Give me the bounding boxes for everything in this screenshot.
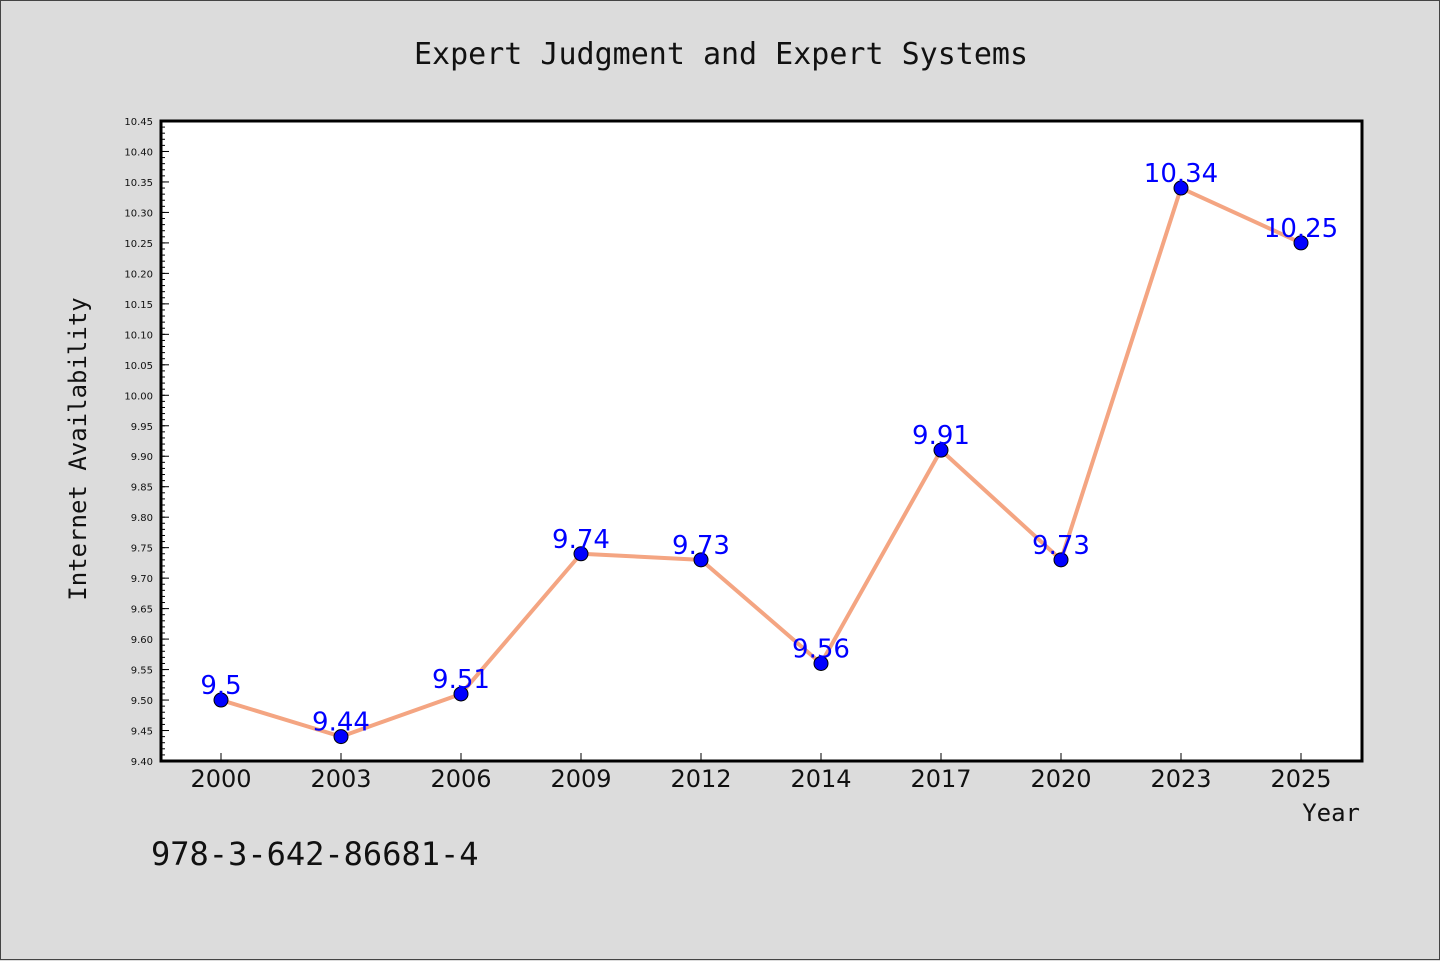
series-line xyxy=(220,186,1302,739)
x-tick-label: 2006 xyxy=(430,765,491,793)
data-label: 9.91 xyxy=(912,421,970,451)
y-tick-label: 9.65 xyxy=(131,605,153,616)
data-label: 9.74 xyxy=(552,525,610,555)
x-tick-label: 2009 xyxy=(550,765,611,793)
x-tick-label: 2025 xyxy=(1270,765,1331,793)
data-point xyxy=(693,552,709,568)
x-tick-label: 2000 xyxy=(190,765,251,793)
series-layer: 9.5 9.44 9.51 9.74 9.73 9.56 9.91 9.73 10.34 10.2… xyxy=(200,159,1338,745)
x-tick-label: 2023 xyxy=(1150,765,1211,793)
y-tick-label: 9.75 xyxy=(131,544,153,555)
y-tick-label: 9.90 xyxy=(131,452,153,463)
y-tick-label: 10.00 xyxy=(124,391,153,402)
data-point xyxy=(1053,552,1069,568)
x-axis: 2000 2003 2006 2009 2012 2014 2017 2020 2023 2025 xyxy=(190,753,1332,793)
y-tick-label: 10.35 xyxy=(124,178,153,189)
y-axis-label: Internet Availability xyxy=(64,297,92,600)
data-label: 9.51 xyxy=(432,665,490,695)
y-tick-label: 9.55 xyxy=(131,666,153,677)
y-axis: 9.40 9.45 9.50 9.55 9.60 9.65 9.70 9.75 9.80 9.85… xyxy=(124,117,169,768)
y-tick-label: 10.05 xyxy=(124,361,153,372)
data-label: 9.73 xyxy=(1032,531,1090,561)
data-label: 9.56 xyxy=(792,634,850,664)
data-point xyxy=(1293,235,1309,251)
y-tick-label: 10.20 xyxy=(124,269,153,280)
y-tick-label: 10.15 xyxy=(124,300,153,311)
data-point xyxy=(453,686,469,702)
data-label: 9.44 xyxy=(312,708,370,738)
plot-area xyxy=(159,119,1364,763)
x-tick-label: 2003 xyxy=(310,765,371,793)
y-tick-label: 10.40 xyxy=(124,147,153,158)
y-tick-label: 9.85 xyxy=(131,483,153,494)
y-tick-label: 9.40 xyxy=(131,757,153,768)
data-point xyxy=(1173,180,1189,196)
data-point xyxy=(813,655,829,671)
y-tick-label: 10.25 xyxy=(124,239,153,250)
y-tick-label: 10.45 xyxy=(124,117,153,128)
x-tick-label: 2012 xyxy=(670,765,731,793)
x-tick-label: 2020 xyxy=(1030,765,1091,793)
y-tick-label: 9.95 xyxy=(131,422,153,433)
data-label: 10.25 xyxy=(1264,214,1338,244)
isbn-footnote: 978-3-642-86681-4 xyxy=(151,835,479,873)
y-tick-label: 10.30 xyxy=(124,208,153,219)
data-label: 9.5 xyxy=(200,671,241,701)
data-point xyxy=(333,729,349,745)
y-tick-label: 9.60 xyxy=(131,635,153,646)
y-tick-label: 10.10 xyxy=(124,330,153,341)
x-tick-label: 2017 xyxy=(910,765,971,793)
y-tick-label: 9.50 xyxy=(131,696,153,707)
y-tick-label: 9.80 xyxy=(131,513,153,524)
data-label: 9.73 xyxy=(672,531,730,561)
data-point xyxy=(573,546,589,562)
x-tick-label: 2014 xyxy=(790,765,851,793)
x-axis-label: Year xyxy=(1302,799,1360,827)
data-point xyxy=(213,692,229,708)
chart-title: Expert Judgment and Expert Systems xyxy=(414,37,1028,72)
y-tick-label: 9.70 xyxy=(131,574,153,585)
data-label: 10.34 xyxy=(1144,159,1218,189)
y-tick-label: 9.45 xyxy=(131,727,153,738)
data-point xyxy=(933,442,949,458)
